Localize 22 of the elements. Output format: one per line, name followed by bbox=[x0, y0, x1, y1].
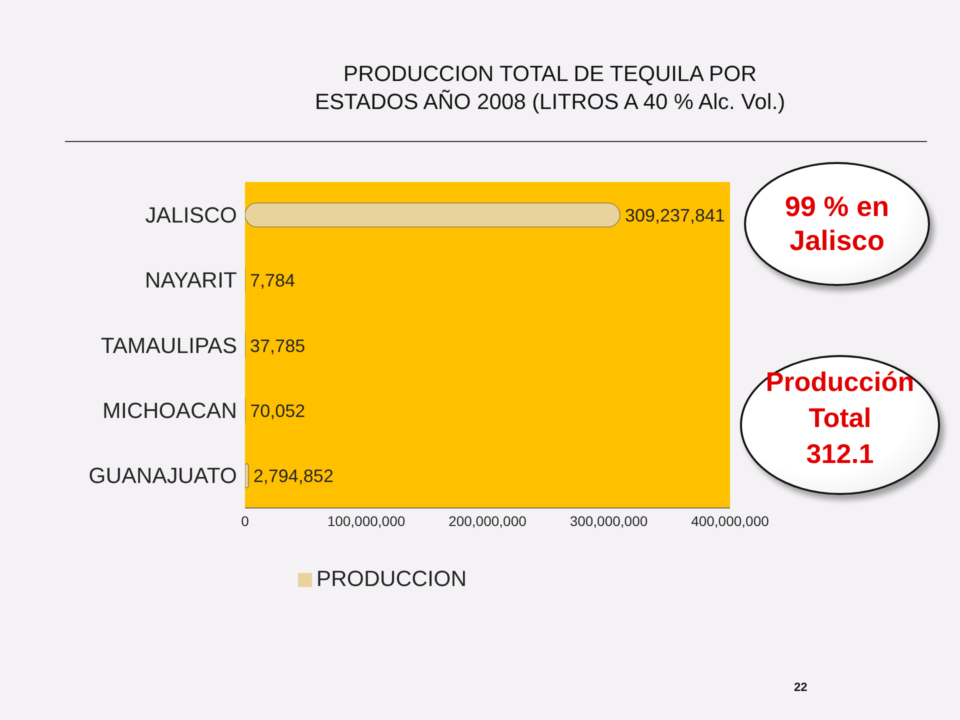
text: Producción Total 312.1 bbox=[764, 366, 916, 471]
x-tick-label: 200,000,000 bbox=[448, 512, 527, 529]
y-tick-label: MICHOACAN bbox=[102, 398, 237, 424]
data-label: 37,785 bbox=[250, 336, 306, 356]
y-tick-label: JALISCO bbox=[145, 202, 237, 228]
data-label: 7,784 bbox=[250, 270, 296, 291]
text: 99 % en Jalisco bbox=[784, 190, 890, 258]
y-tick-label: TAMAULIPAS bbox=[100, 332, 237, 358]
x-tick-label: 300,000,000 bbox=[570, 512, 648, 529]
data-label: 2,794,852 bbox=[253, 466, 334, 486]
bar bbox=[245, 202, 620, 228]
data-label: 70,052 bbox=[250, 400, 306, 421]
y-tick-label: GUANAJUATO bbox=[88, 463, 237, 488]
x-tick-label: 400,000,000 bbox=[691, 512, 770, 529]
y-tick-label: NAYARIT bbox=[144, 268, 237, 293]
chart-title: PRODUCCION TOTAL DE TEQUILA POR ESTADOS AÑO 2008 (LITROS A 40 % Alc. Vol.) bbox=[314, 60, 786, 116]
text: 22 bbox=[794, 680, 808, 694]
data-label: 309,237,841 bbox=[624, 205, 726, 226]
x-tick-label: 100,000,000 bbox=[327, 512, 406, 529]
legend-label: PRODUCCION bbox=[316, 566, 467, 591]
bar bbox=[245, 463, 249, 488]
x-tick-label: 0 bbox=[241, 512, 250, 529]
